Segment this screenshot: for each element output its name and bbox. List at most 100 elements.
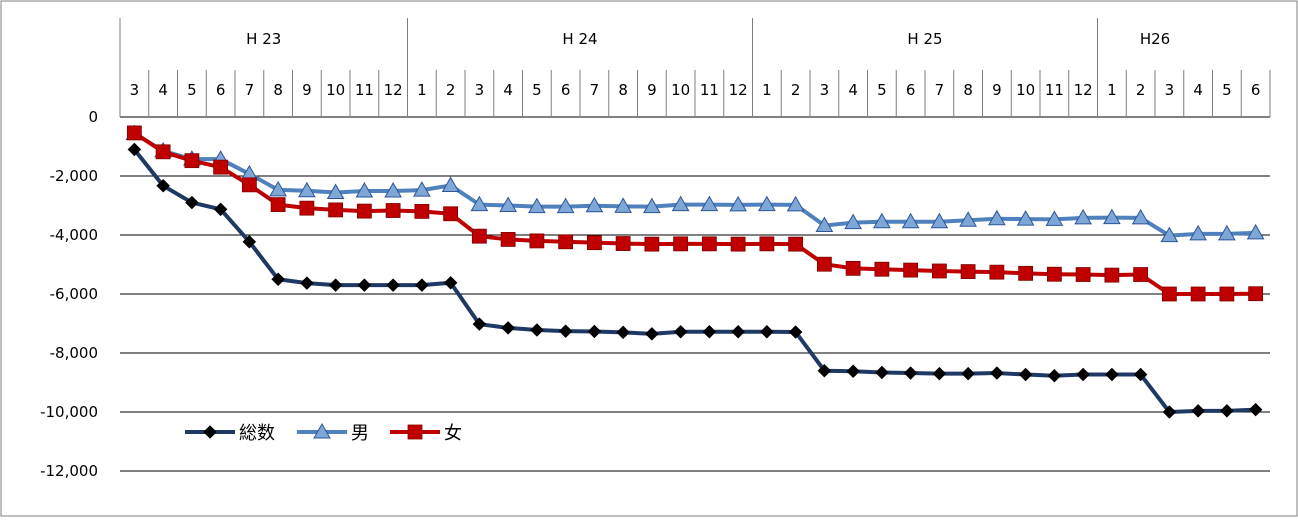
x-tick-label: 4	[848, 81, 858, 99]
data-point-total	[530, 323, 544, 337]
data-point-male	[384, 182, 402, 198]
y-axis: 0 -2,000 -4,000 -6,000 -8,000 -10,000 -12,000	[40, 108, 98, 480]
data-point-female	[1161, 286, 1177, 302]
data-point-total	[731, 324, 745, 339]
x-tick-label: 5	[877, 81, 887, 99]
data-point-total	[1076, 367, 1090, 382]
x-tick-label: 9	[647, 81, 657, 99]
data-point-female	[586, 235, 602, 251]
data-point-total	[1248, 402, 1263, 417]
legend-marker-total	[203, 425, 217, 439]
x-tick-label: 8	[963, 81, 973, 99]
data-point-total	[156, 178, 170, 193]
data-point-female	[356, 203, 372, 219]
data-point-female	[471, 228, 487, 244]
data-point-male	[786, 195, 805, 212]
x-tick-label: 10	[671, 81, 690, 99]
data-point-male	[1131, 208, 1150, 225]
data-point-male	[901, 212, 920, 229]
data-point-female	[529, 233, 545, 249]
series-line-male	[133, 131, 1256, 238]
x-tick-label: 4	[158, 81, 168, 99]
legend-label-total: 総数	[239, 423, 275, 444]
x-tick-label: 1	[762, 81, 772, 99]
x-tick-label: 9	[992, 81, 1002, 99]
data-point-female	[759, 236, 775, 252]
data-point-total	[788, 325, 803, 339]
data-point-total	[645, 326, 659, 341]
data-point-male	[758, 195, 776, 212]
x-tick-label: 3	[130, 81, 140, 99]
data-point-female	[730, 236, 746, 252]
data-point-total	[1191, 403, 1205, 418]
x-tick-label: 2	[791, 81, 801, 99]
data-point-total	[817, 363, 832, 378]
series-total	[127, 142, 1263, 419]
y-tick-label: -12,000	[40, 462, 98, 480]
data-point-male	[528, 197, 546, 214]
data-point-total	[587, 324, 602, 339]
data-point-male	[413, 181, 431, 197]
year-label: H26	[1140, 30, 1170, 48]
data-point-total	[386, 278, 400, 293]
legend-item-female: 女	[390, 423, 462, 444]
data-point-male	[1218, 224, 1236, 241]
data-point-female	[1248, 286, 1264, 302]
legend-label-male: 男	[351, 423, 369, 444]
x-tick-label: 11	[1045, 81, 1064, 99]
data-point-total	[328, 278, 343, 293]
data-point-male	[269, 180, 287, 197]
gridlines	[120, 116, 1270, 472]
data-point-male	[441, 176, 460, 192]
data-point-female	[989, 264, 1005, 280]
data-point-male	[959, 211, 977, 227]
data-point-total	[1105, 367, 1119, 382]
series-male	[125, 124, 1265, 243]
data-point-total	[702, 324, 717, 339]
data-point-total	[415, 278, 429, 293]
data-point-male	[1016, 210, 1035, 226]
x-tick-label: 12	[729, 81, 748, 99]
y-tick-label: 0	[88, 108, 98, 126]
data-point-female	[414, 203, 430, 219]
data-point-total	[558, 324, 573, 339]
data-point-male	[355, 182, 374, 198]
series-line-female	[133, 131, 1256, 296]
data-point-male	[1246, 223, 1265, 240]
data-point-male	[1160, 226, 1179, 243]
data-point-male	[1103, 208, 1121, 225]
data-point-female	[1046, 266, 1062, 282]
data-point-male	[815, 216, 834, 233]
x-tick-label: 6	[906, 81, 916, 99]
data-point-male	[1074, 208, 1092, 225]
year-label: H 23	[246, 30, 281, 48]
data-point-female	[673, 236, 689, 252]
data-point-female	[960, 264, 976, 279]
x-tick-label: 5	[532, 81, 542, 99]
data-point-male	[700, 195, 719, 212]
series-line-total	[132, 148, 1256, 414]
data-point-total	[213, 202, 228, 217]
x-tick-label: 6	[561, 81, 571, 99]
data-point-male	[585, 196, 604, 213]
y-tick-label: -4,000	[50, 226, 98, 244]
data-point-total	[357, 278, 372, 293]
data-point-female	[615, 236, 631, 251]
x-tick-label: 9	[302, 81, 312, 99]
x-tick-label: 8	[273, 81, 283, 99]
data-point-female	[1133, 267, 1149, 282]
legend-marker-male	[313, 422, 331, 439]
x-axis: 3 4 5 6 7 8 9 10 11 12 1 2 3 4 5 6 7 8 9 10 11 12 1 2 3 4 5 6 7 8 9 10 1…	[119, 18, 1271, 117]
legend-item-male: 男	[297, 422, 369, 444]
data-point-male	[844, 213, 862, 230]
data-point-female	[1018, 265, 1034, 281]
data-point-male	[298, 181, 316, 198]
x-tick-label: 11	[700, 81, 719, 99]
data-point-total	[616, 325, 630, 340]
data-point-female	[241, 177, 257, 193]
data-point-male	[930, 212, 949, 229]
data-point-total	[903, 366, 918, 380]
data-point-female	[1075, 267, 1091, 282]
data-point-female	[558, 234, 574, 250]
